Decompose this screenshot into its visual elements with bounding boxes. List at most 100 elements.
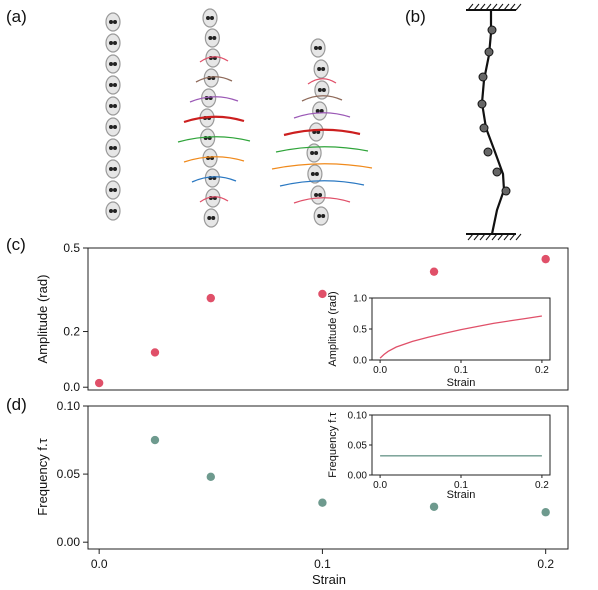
chain-node	[113, 62, 117, 66]
schematic-node	[492, 167, 502, 177]
plot-c-point	[150, 348, 160, 357]
plot-c-inset-ytick-label: 1.0	[353, 294, 367, 305]
plot-c-inset-ytick-label: 0.5	[353, 325, 367, 336]
chain-node	[317, 214, 322, 218]
panel-label-b: (b)	[405, 7, 426, 26]
plot-d-y-ticks: 0.00 0.05 0.10	[57, 399, 88, 549]
schematic-node	[483, 147, 493, 157]
chain-node	[317, 67, 322, 71]
schematic-node	[478, 72, 488, 82]
chain-node	[314, 46, 318, 50]
motion-trace	[271, 163, 373, 170]
plot-d-frame	[87, 405, 569, 550]
plot-c-ytick-label: 0.2	[63, 325, 80, 339]
plot-d-point	[318, 498, 327, 507]
anchor-hatch	[485, 3, 492, 11]
chain-node	[206, 16, 210, 20]
chain-node	[109, 167, 113, 171]
chain-node	[109, 146, 113, 150]
anchor-hatch	[491, 3, 498, 11]
chain-node	[109, 20, 113, 24]
anchor-hatch	[473, 3, 480, 11]
plot-d-ytick-label: 0.10	[57, 399, 81, 413]
chain-node	[310, 151, 315, 155]
schematic-node	[487, 25, 497, 35]
plot-d-x-ticks: 0.0 0.1 0.2	[91, 549, 554, 571]
chain-node	[314, 172, 319, 176]
panel-label-d: (d)	[6, 395, 27, 414]
chain-node	[109, 62, 113, 66]
anchor-hatch	[515, 3, 522, 11]
plot-c-inset-ytick-label: 0.0	[353, 356, 367, 367]
chain-node	[319, 109, 324, 113]
schematic-node	[484, 47, 494, 57]
plot-c-point	[206, 293, 215, 303]
plot-c-inset-xtick-label: 0.0	[373, 365, 387, 376]
anchor-hatch	[509, 233, 516, 241]
chain-node	[310, 172, 315, 176]
motion-trace	[183, 156, 245, 163]
anchor-hatch	[491, 233, 498, 241]
plot-d-inset-ytick-label: 0.10	[348, 411, 368, 422]
plot-c-inset: 0.0 0.5 1.0 0.0 0.1 0.2 Strain Amplitude (rad…	[327, 291, 551, 389]
plot-c-ylabel: Amplitude (rad)	[35, 275, 50, 364]
plot-d-inset-xtick-label: 0.0	[373, 480, 387, 491]
anchor-hatch	[479, 3, 486, 11]
plot-d-inset-ticks: 0.00 0.05 0.10 0.0 0.1 0.2	[348, 411, 550, 492]
plot-c-inset-xlabel: Strain	[447, 377, 476, 389]
panel-label-c: (c)	[6, 235, 26, 254]
chain-node	[109, 125, 113, 129]
motion-trace	[279, 180, 365, 187]
amplitude-plot: 0.0 0.2 0.5 Amplitude (rad) 0.0 0.5 1.0 0.0 0.…	[35, 241, 569, 394]
chain-photo-illustration	[105, 8, 373, 228]
anchor-hatch	[485, 233, 492, 241]
plot-c-point	[541, 254, 550, 264]
plot-c-inset-xtick-label: 0.1	[454, 365, 468, 376]
anchor-hatch	[509, 3, 516, 11]
schematic-node	[501, 186, 511, 196]
plot-c-point	[318, 289, 327, 299]
motion-trace	[195, 76, 233, 83]
plot-d-point	[206, 472, 215, 482]
chain-node	[207, 216, 212, 220]
plot-d-xtick-label: 0.1	[314, 557, 331, 571]
anchor-hatch	[503, 233, 510, 241]
chain-node	[113, 125, 117, 129]
plot-d-point	[541, 508, 550, 517]
plot-c-ytick-label: 0.0	[63, 380, 80, 394]
anchor-hatch	[497, 3, 504, 11]
plot-c-point	[94, 378, 104, 388]
plot-d-inset-xlabel: Strain	[447, 489, 476, 501]
anchor-hatch	[497, 233, 504, 241]
plot-d-xtick-label: 0.0	[91, 557, 108, 571]
chain-node	[317, 88, 322, 92]
chain-node	[321, 67, 326, 71]
anchor-hatch	[467, 233, 474, 241]
anchor-hatch	[515, 233, 522, 241]
motion-trace	[199, 196, 229, 203]
chain-node	[113, 104, 117, 108]
plot-c-inset-xtick-label: 0.2	[535, 365, 549, 376]
plot-d-inset-ylabel: Frequency f.τ	[327, 412, 339, 478]
chain-node	[211, 216, 216, 220]
chain-node	[316, 130, 321, 134]
plot-d-inset-xtick-label: 0.2	[535, 480, 549, 491]
anchor-hatch	[473, 233, 480, 241]
motion-trace	[275, 146, 369, 153]
chain-node	[212, 36, 217, 40]
anchor-hatch	[503, 3, 510, 11]
motion-trace	[199, 56, 229, 63]
plot-d-inset-ytick-label: 0.05	[348, 441, 368, 452]
chain-node	[113, 146, 117, 150]
chain-node	[321, 88, 326, 92]
chain-node	[113, 167, 117, 171]
panel-label-a: (a)	[6, 7, 27, 26]
plot-c-ytick-label: 0.5	[63, 241, 80, 255]
motion-trace	[293, 112, 351, 119]
plot-c-inset-line	[379, 315, 542, 359]
chain-node	[314, 151, 319, 155]
plot-d-inset-xtick-label: 0.1	[454, 480, 468, 491]
plot-c-points	[94, 254, 550, 388]
plot-d-inset-ytick-label: 0.00	[348, 471, 368, 482]
